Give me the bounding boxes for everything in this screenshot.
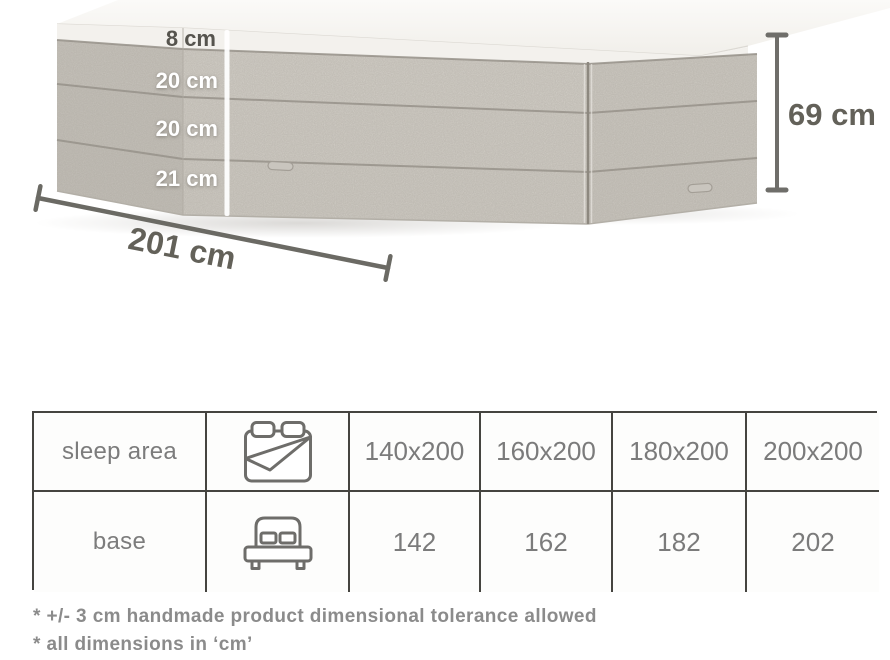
layer-dimension-upper-mattress: 20 cm bbox=[156, 68, 218, 93]
fabric-texture bbox=[57, 40, 757, 224]
bed-seam-lines bbox=[56, 39, 758, 174]
bed-dimension-diagram: 8 cm 20 cm 20 cm 21 cm 69 cm 201 cm bbox=[33, 0, 890, 283]
total-height-label: 69 cm bbox=[788, 97, 876, 132]
mattress-top-view-icon bbox=[243, 420, 312, 482]
base-size-142: 142 bbox=[350, 492, 481, 592]
bed-top-surface bbox=[57, 0, 890, 56]
bed-bottom-edge bbox=[56, 190, 758, 225]
sleep-area-size-180x200: 180x200 bbox=[613, 413, 747, 492]
layer-dimension-topper: 8 cm bbox=[166, 26, 216, 51]
row-header-sleep-area: sleep area bbox=[34, 413, 207, 492]
footnote-units: * all dimensions in ‘cm’ bbox=[33, 633, 253, 655]
sleep-area-icon-cell bbox=[207, 413, 350, 492]
bed-middle-split-line bbox=[583, 62, 593, 224]
row-header-base: base bbox=[34, 492, 207, 592]
base-icon-cell bbox=[207, 492, 350, 592]
sleep-area-size-140x200: 140x200 bbox=[350, 413, 481, 492]
sleep-area-size-200x200: 200x200 bbox=[747, 413, 879, 492]
width-ruler bbox=[33, 183, 393, 283]
total-height-ruler bbox=[765, 32, 789, 193]
base-size-182: 182 bbox=[613, 492, 747, 592]
footnotes: * +/- 3 cm handmade product dimensional … bbox=[33, 603, 597, 658]
bed-front-view-icon bbox=[243, 516, 312, 570]
layer-height-ruler-line bbox=[224, 30, 230, 216]
bed-lift-handles bbox=[267, 160, 713, 194]
base-size-202: 202 bbox=[747, 492, 879, 592]
layer-dimension-base: 21 cm bbox=[156, 166, 218, 191]
layer-dimension-lower-mattress: 20 cm bbox=[156, 116, 218, 141]
size-spec-table: sleep area 140x200 160x200 180x200 200x2… bbox=[32, 411, 879, 592]
footnote-tolerance: * +/- 3 cm handmade product dimensional … bbox=[33, 606, 597, 627]
base-size-162: 162 bbox=[481, 492, 613, 592]
row-label: sleep area bbox=[61, 437, 178, 465]
sleep-area-size-160x200: 160x200 bbox=[481, 413, 613, 492]
row-label: base bbox=[92, 528, 147, 555]
